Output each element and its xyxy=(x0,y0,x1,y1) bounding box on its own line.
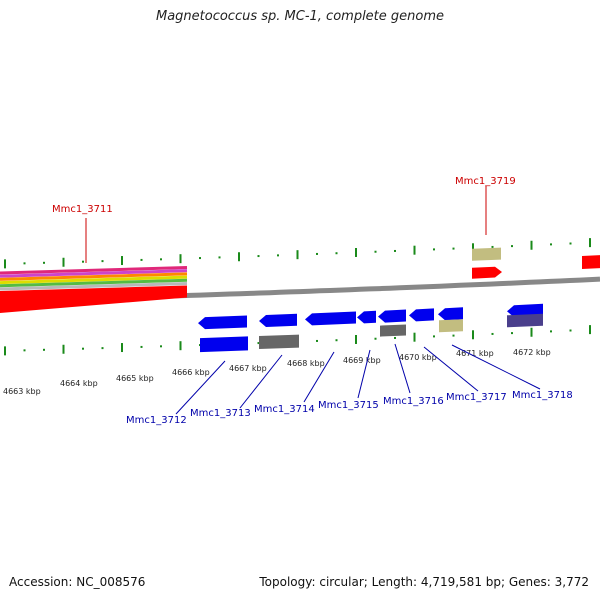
gene-label[interactable]: Mmc1_3717 xyxy=(446,392,507,403)
scale-tick-label: 4667 kbp xyxy=(229,364,267,373)
gene-mmc1-3713[interactable] xyxy=(259,313,297,327)
genome-title: Magnetococcus sp. MC-1, complete genome xyxy=(155,9,445,24)
feature-3717-annotation[interactable] xyxy=(439,319,463,333)
gene-label[interactable]: Mmc1_3716 xyxy=(383,396,444,407)
gene-label[interactable]: Mmc1_3711 xyxy=(52,204,113,215)
scale-tick-label: 4669 kbp xyxy=(343,356,381,365)
gene-mmc1-3714[interactable] xyxy=(305,311,356,326)
gene-label[interactable]: Mmc1_3718 xyxy=(512,390,573,401)
scale-tick-label: 4665 kbp xyxy=(116,374,154,383)
gene-mmc1-3712[interactable] xyxy=(198,315,247,330)
feature-band xyxy=(0,272,188,281)
scale-tick-label: 4663 kbp xyxy=(3,387,41,396)
scale-tick-label: 4670 kbp xyxy=(399,353,437,362)
feature-3716-annotation[interactable] xyxy=(380,324,406,337)
gene-mmc1-3717[interactable] xyxy=(409,308,434,322)
accession-text: Accession: NC_008576 xyxy=(9,575,146,589)
scale-tick-label: 4671 kbp xyxy=(456,349,494,358)
feature-band xyxy=(0,278,188,288)
gene-mmc1-3718[interactable] xyxy=(507,303,543,318)
gene-label-leader xyxy=(239,354,283,409)
genome-summary-text: Topology: circular; Length: 4,719,581 bp… xyxy=(259,575,589,589)
gene-label-leader xyxy=(175,360,226,415)
feature-band xyxy=(0,281,188,291)
gene-label-leader xyxy=(357,349,371,399)
gene-mmc1-3717b[interactable] xyxy=(438,307,463,321)
feature-3719-annotation[interactable] xyxy=(472,247,501,261)
feature-3713-annotation[interactable] xyxy=(259,334,299,349)
gene-mmc1-3719[interactable] xyxy=(472,266,502,279)
gene-label-leader xyxy=(451,344,541,390)
gene-label-leader xyxy=(394,343,411,394)
gene-label[interactable]: Mmc1_3714 xyxy=(254,404,315,415)
feature-3718-annotation[interactable] xyxy=(507,313,543,328)
gene-label-leader xyxy=(423,346,479,392)
gene-mmc1-3715[interactable] xyxy=(357,310,376,324)
gene-label-leader xyxy=(303,351,335,403)
gene-mmc1-3716[interactable] xyxy=(378,309,406,323)
gene-label[interactable]: Mmc1_3713 xyxy=(190,408,251,419)
scale-tick-label: 4668 kbp xyxy=(287,359,325,368)
scale-tick-label: 4664 kbp xyxy=(60,379,98,388)
feature-band xyxy=(0,275,188,285)
gene-mmc1-3711[interactable] xyxy=(0,285,187,313)
gene-label[interactable]: Mmc1_3712 xyxy=(126,415,187,426)
feature-band xyxy=(0,269,188,278)
gene-partial-right[interactable] xyxy=(582,255,600,269)
feature-band xyxy=(0,265,188,275)
gene-label[interactable]: Mmc1_3719 xyxy=(455,176,516,187)
feature-3712-annotation[interactable] xyxy=(200,336,248,353)
scale-tick-label: 4666 kbp xyxy=(172,368,210,377)
gene-label[interactable]: Mmc1_3715 xyxy=(318,400,379,411)
scale-tick-label: 4672 kbp xyxy=(513,348,551,357)
